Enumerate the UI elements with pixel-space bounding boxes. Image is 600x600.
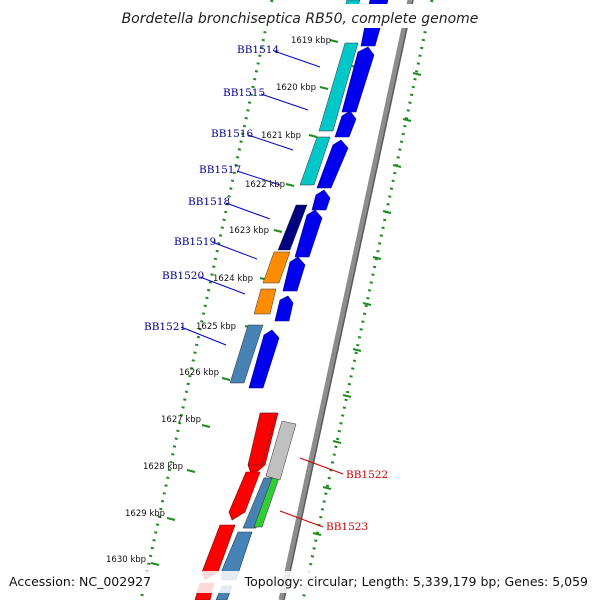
inner-tick — [285, 183, 295, 187]
gene-label-bb1521[interactable]: BB1521 — [144, 321, 186, 333]
gene-label-bb1518[interactable]: BB1518 — [188, 196, 230, 208]
orange-feature-block[interactable] — [262, 251, 291, 284]
cyan-feature-block[interactable] — [318, 42, 359, 132]
inner-tick — [166, 517, 176, 521]
steelblue-feature-block[interactable] — [229, 324, 264, 384]
inner-tick — [308, 134, 318, 138]
leader-line-bb1514 — [273, 50, 321, 68]
outer-tick — [372, 256, 382, 260]
outer-tick — [382, 210, 392, 214]
inner-tick — [201, 424, 211, 428]
forward-gene-arrow[interactable] — [334, 110, 357, 138]
outer-tick — [342, 394, 352, 398]
tick-label: 1622 kbp — [245, 180, 285, 190]
leader-line-bb1515 — [260, 93, 309, 111]
footer-backdrop — [0, 571, 600, 593]
tick-label: 1630 kbp — [106, 555, 146, 565]
outer-ruler-ticks — [312, 65, 422, 536]
tick-label: 1628 kbp — [143, 462, 183, 472]
grey-feature-block[interactable] — [265, 420, 297, 481]
leader-line-bb1520 — [199, 276, 246, 295]
gene-label-bb1514[interactable]: BB1514 — [237, 44, 279, 56]
gene-label-bb1522[interactable]: BB1522 — [346, 469, 388, 481]
outer-tick — [352, 348, 362, 352]
gene-labels: BB1514 BB1515 BB1516 BB1517 BB1518 BB151… — [144, 44, 388, 533]
leader-line-bb1518 — [225, 202, 271, 220]
ruler-tick-labels: 1619 kbp 1620 kbp 1621 kbp 1622 kbp 1623… — [106, 36, 331, 565]
title-backdrop — [120, 4, 480, 28]
forward-gene-arrow[interactable] — [294, 209, 323, 258]
gene-label-bb1520[interactable]: BB1520 — [162, 270, 204, 282]
tick-label: 1627 kbp — [161, 415, 201, 425]
tick-label: 1621 kbp — [261, 131, 301, 141]
outer-tick — [412, 72, 422, 76]
forward-gene-arrow[interactable] — [282, 256, 306, 292]
gene-label-bb1516[interactable]: BB1516 — [211, 128, 253, 140]
outer-ruler-line — [301, 0, 434, 600]
inner-tick — [319, 86, 329, 90]
gene-label-bb1515[interactable]: BB1515 — [223, 87, 265, 99]
label-leader-lines — [180, 50, 344, 528]
tick-label: 1629 kbp — [125, 509, 165, 519]
outer-tick — [392, 164, 402, 168]
leader-line-bb1522 — [299, 457, 344, 475]
backbone — [278, 0, 414, 600]
tick-label: 1623 kbp — [229, 226, 269, 236]
inner-tick — [221, 377, 231, 381]
tick-label: 1619 kbp — [291, 36, 331, 46]
forward-gene-arrow[interactable] — [311, 189, 331, 211]
outer-tick — [322, 486, 332, 490]
forward-gene-arrow[interactable] — [274, 295, 294, 322]
leader-line-bb1523 — [279, 510, 324, 528]
inner-tick — [273, 229, 283, 233]
reverse-gene-arrow[interactable] — [228, 471, 261, 521]
forward-strand-features — [248, 0, 389, 389]
gene-label-bb1517[interactable]: BB1517 — [199, 164, 241, 176]
gene-label-bb1523[interactable]: BB1523 — [326, 521, 368, 533]
forward-gene-arrow[interactable] — [248, 329, 280, 389]
accession-text: Accession: NC_002927 — [9, 574, 151, 589]
backbone-shadow-line — [283, 0, 414, 600]
tick-label: 1626 kbp — [179, 368, 219, 378]
leader-line-bb1521 — [180, 326, 227, 346]
leader-line-bb1519 — [211, 241, 258, 260]
outer-tick — [332, 440, 342, 444]
topology-text: Topology: circular; Length: 5,339,179 bp… — [244, 574, 588, 589]
tick-label: 1625 kbp — [196, 322, 236, 332]
navy-feature-block[interactable] — [277, 204, 308, 251]
cyan-feature-block[interactable] — [299, 136, 331, 186]
outer-tick — [362, 302, 372, 306]
leader-line-bb1516 — [247, 134, 294, 151]
tick-label: 1624 kbp — [213, 274, 253, 284]
tick-label: 1620 kbp — [276, 83, 316, 93]
inner-ruler-ticks — [150, 39, 339, 566]
backbone-line — [278, 0, 413, 600]
inner-tick — [186, 469, 196, 473]
forward-gene-arrow[interactable] — [316, 139, 349, 189]
steelblue-feature-block[interactable] — [242, 477, 273, 529]
red-feature-block[interactable] — [247, 412, 277, 466]
leader-line-bb1517 — [236, 170, 281, 186]
orange-feature-block[interactable] — [253, 288, 277, 315]
outer-tick — [402, 118, 412, 122]
gene-label-bb1519[interactable]: BB1519 — [174, 236, 216, 248]
inner-tick — [329, 39, 339, 43]
forward-gene-arrow[interactable] — [341, 46, 375, 113]
inner-tick — [150, 562, 160, 566]
map-title: Bordetella bronchiseptica RB50, complete… — [122, 11, 479, 27]
outer-tick — [312, 532, 322, 536]
